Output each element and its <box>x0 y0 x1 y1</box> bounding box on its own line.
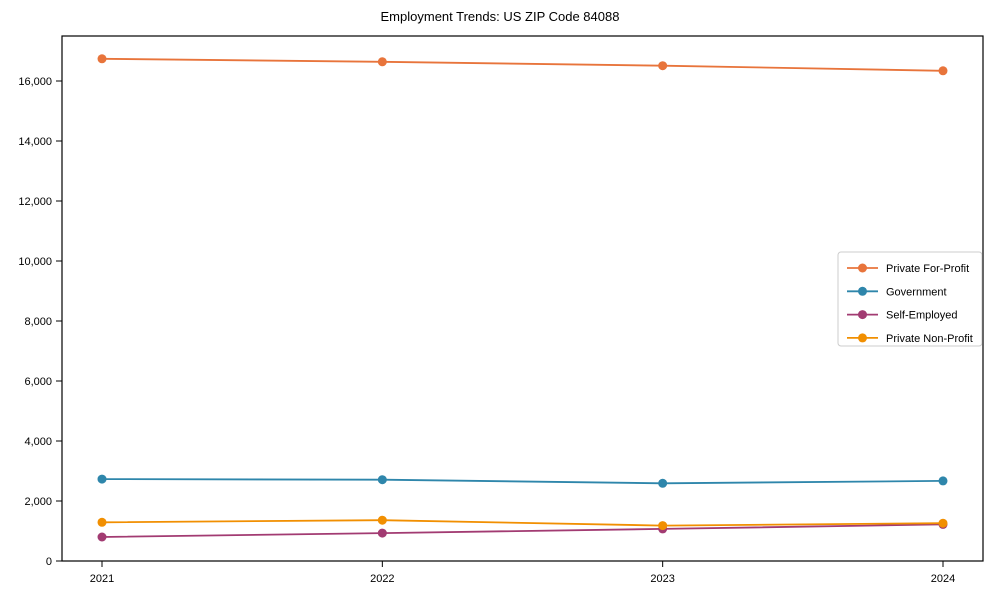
data-point <box>938 66 948 76</box>
data-point <box>658 521 668 531</box>
data-point <box>938 476 948 486</box>
legend-marker-icon <box>858 310 867 320</box>
data-point <box>377 475 387 485</box>
series-line <box>101 523 944 538</box>
y-tick-label: 6,000 <box>24 376 52 388</box>
data-point <box>377 515 387 525</box>
data-point <box>377 528 387 538</box>
series-line <box>101 519 944 527</box>
data-point <box>377 57 387 67</box>
data-point <box>97 54 107 64</box>
data-point <box>938 518 948 528</box>
y-tick-label: 14,000 <box>18 136 52 148</box>
x-tick-label: 2021 <box>90 573 114 585</box>
data-point <box>658 61 668 71</box>
legend-label: Private For-Profit <box>886 263 969 275</box>
y-tick-label: 10,000 <box>18 256 52 268</box>
series-line <box>101 478 944 485</box>
series-line <box>101 57 944 72</box>
legend-label: Self-Employed <box>886 310 958 322</box>
legend-marker-icon <box>858 263 867 273</box>
y-tick-label: 16,000 <box>18 76 52 88</box>
data-point <box>97 474 107 484</box>
y-tick-label: 2,000 <box>24 496 52 508</box>
legend-marker-icon <box>858 286 867 296</box>
chart-title: Employment Trends: US ZIP Code 84088 <box>380 9 620 24</box>
axes-frame <box>61 35 984 562</box>
legend-box <box>837 251 983 347</box>
y-tick-label: 8,000 <box>24 316 52 328</box>
x-tick-label: 2024 <box>931 573 955 585</box>
y-tick-label: 4,000 <box>24 436 52 448</box>
legend-label: Government <box>886 286 947 298</box>
data-point <box>97 517 107 527</box>
x-tick-label: 2023 <box>650 573 674 585</box>
x-tick-label: 2022 <box>370 573 394 585</box>
data-point <box>658 478 668 488</box>
y-tick-label: 12,000 <box>18 196 52 208</box>
legend-label: Private Non-Profit <box>886 333 973 345</box>
legend-marker-icon <box>858 333 867 343</box>
y-tick-label: 0 <box>46 556 52 568</box>
data-point <box>97 532 107 542</box>
